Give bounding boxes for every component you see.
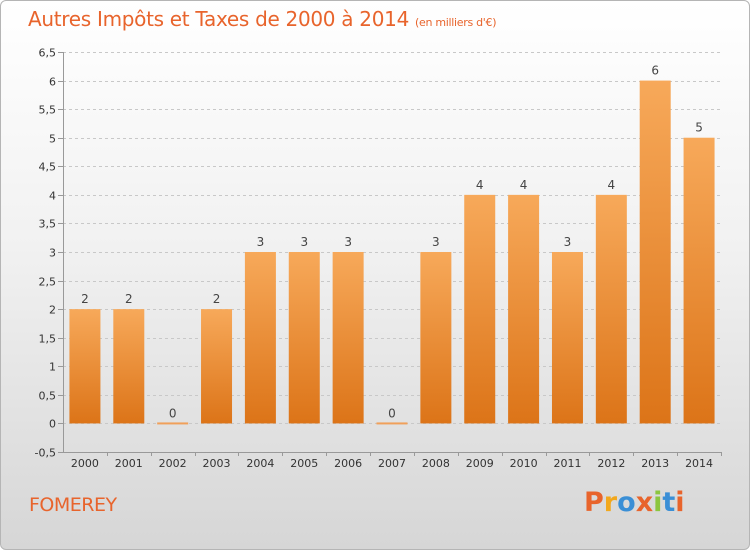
bar-2008 (420, 252, 452, 424)
logo-letter: P (584, 487, 604, 518)
value-label-2008: 3 (432, 235, 440, 249)
proxiti-logo: Proxiti (584, 487, 685, 518)
bar-2005 (288, 252, 320, 424)
value-label-2003: 2 (213, 292, 221, 306)
bar-2001 (113, 309, 145, 424)
bar-2004 (244, 252, 276, 424)
logo-letter: o (617, 487, 636, 518)
y-tick-label: 4,5 (39, 161, 57, 174)
chart-title-text: Autres Impôts et Taxes de 2000 à 2014 (28, 7, 409, 31)
bar-2006 (332, 252, 364, 424)
bar-2010 (508, 194, 540, 424)
chart-unit-label: (en milliers d'€) (415, 16, 497, 29)
x-tick-label-2004: 2004 (246, 457, 274, 470)
x-tick-label-2003: 2003 (203, 457, 231, 470)
value-label-2013: 6 (651, 64, 659, 78)
logo-letter: r (603, 487, 618, 518)
x-tick-label-2013: 2013 (641, 457, 669, 470)
x-tick-label-2005: 2005 (290, 457, 318, 470)
bar-2007 (376, 422, 408, 425)
value-label-2002: 0 (169, 406, 177, 420)
place-name: FOMEREY (29, 494, 117, 516)
x-tick-label-2000: 2000 (71, 457, 99, 470)
y-tick-label: 1 (49, 361, 56, 374)
value-label-2001: 2 (125, 292, 133, 306)
labels: -0,500,511,522,533,544,555,566,522000220… (35, 47, 714, 471)
bar-2009 (464, 194, 496, 424)
axes (58, 52, 722, 456)
value-label-2012: 4 (608, 178, 616, 192)
y-tick-label: 6,5 (39, 47, 57, 60)
bar-2014 (683, 137, 715, 424)
x-tick-label-2006: 2006 (334, 457, 362, 470)
value-label-2006: 3 (344, 235, 352, 249)
value-label-2005: 3 (300, 235, 308, 249)
value-label-2010: 4 (520, 178, 528, 192)
x-tick-label-2001: 2001 (115, 457, 143, 470)
y-tick-label: 2 (49, 304, 56, 317)
bars (69, 80, 715, 425)
logo-letter: x (635, 487, 654, 518)
bar-2002 (157, 422, 189, 425)
x-tick-label-2002: 2002 (159, 457, 187, 470)
y-tick-label: 5 (49, 133, 56, 146)
y-tick-label: 1,5 (39, 333, 57, 346)
x-tick-label-2007: 2007 (378, 457, 406, 470)
value-label-2007: 0 (388, 406, 396, 420)
logo-letter: i (653, 487, 663, 518)
x-tick-label-2014: 2014 (685, 457, 713, 470)
y-tick-label: 4 (49, 190, 56, 203)
x-tick-label-2008: 2008 (422, 457, 450, 470)
bar-2012 (595, 194, 627, 424)
value-label-2011: 3 (564, 235, 572, 249)
logo-letter: i (675, 487, 685, 518)
y-tick-label: 0,5 (39, 390, 57, 403)
y-tick-label: 0 (49, 418, 56, 431)
logo-letter: t (662, 487, 676, 518)
x-tick-label-2012: 2012 (597, 457, 625, 470)
bar-2011 (551, 252, 583, 424)
x-tick-label-2009: 2009 (466, 457, 494, 470)
chart-title: Autres Impôts et Taxes de 2000 à 2014 (en… (28, 7, 496, 31)
value-label-2009: 4 (476, 178, 484, 192)
x-tick-label-2011: 2011 (553, 457, 581, 470)
y-tick-label: 5,5 (39, 104, 57, 117)
value-label-2004: 3 (257, 235, 265, 249)
bar-2013 (639, 80, 671, 424)
y-tick-label: 3,5 (39, 218, 57, 231)
bar-2003 (201, 309, 233, 424)
y-tick-label: -0,5 (35, 447, 56, 460)
y-tick-label: 6 (49, 76, 56, 89)
bar-2000 (69, 309, 101, 424)
value-label-2014: 5 (695, 121, 703, 135)
x-tick-label-2010: 2010 (510, 457, 538, 470)
y-tick-label: 3 (49, 247, 56, 260)
y-tick-label: 2,5 (39, 276, 57, 289)
value-label-2000: 2 (81, 292, 89, 306)
